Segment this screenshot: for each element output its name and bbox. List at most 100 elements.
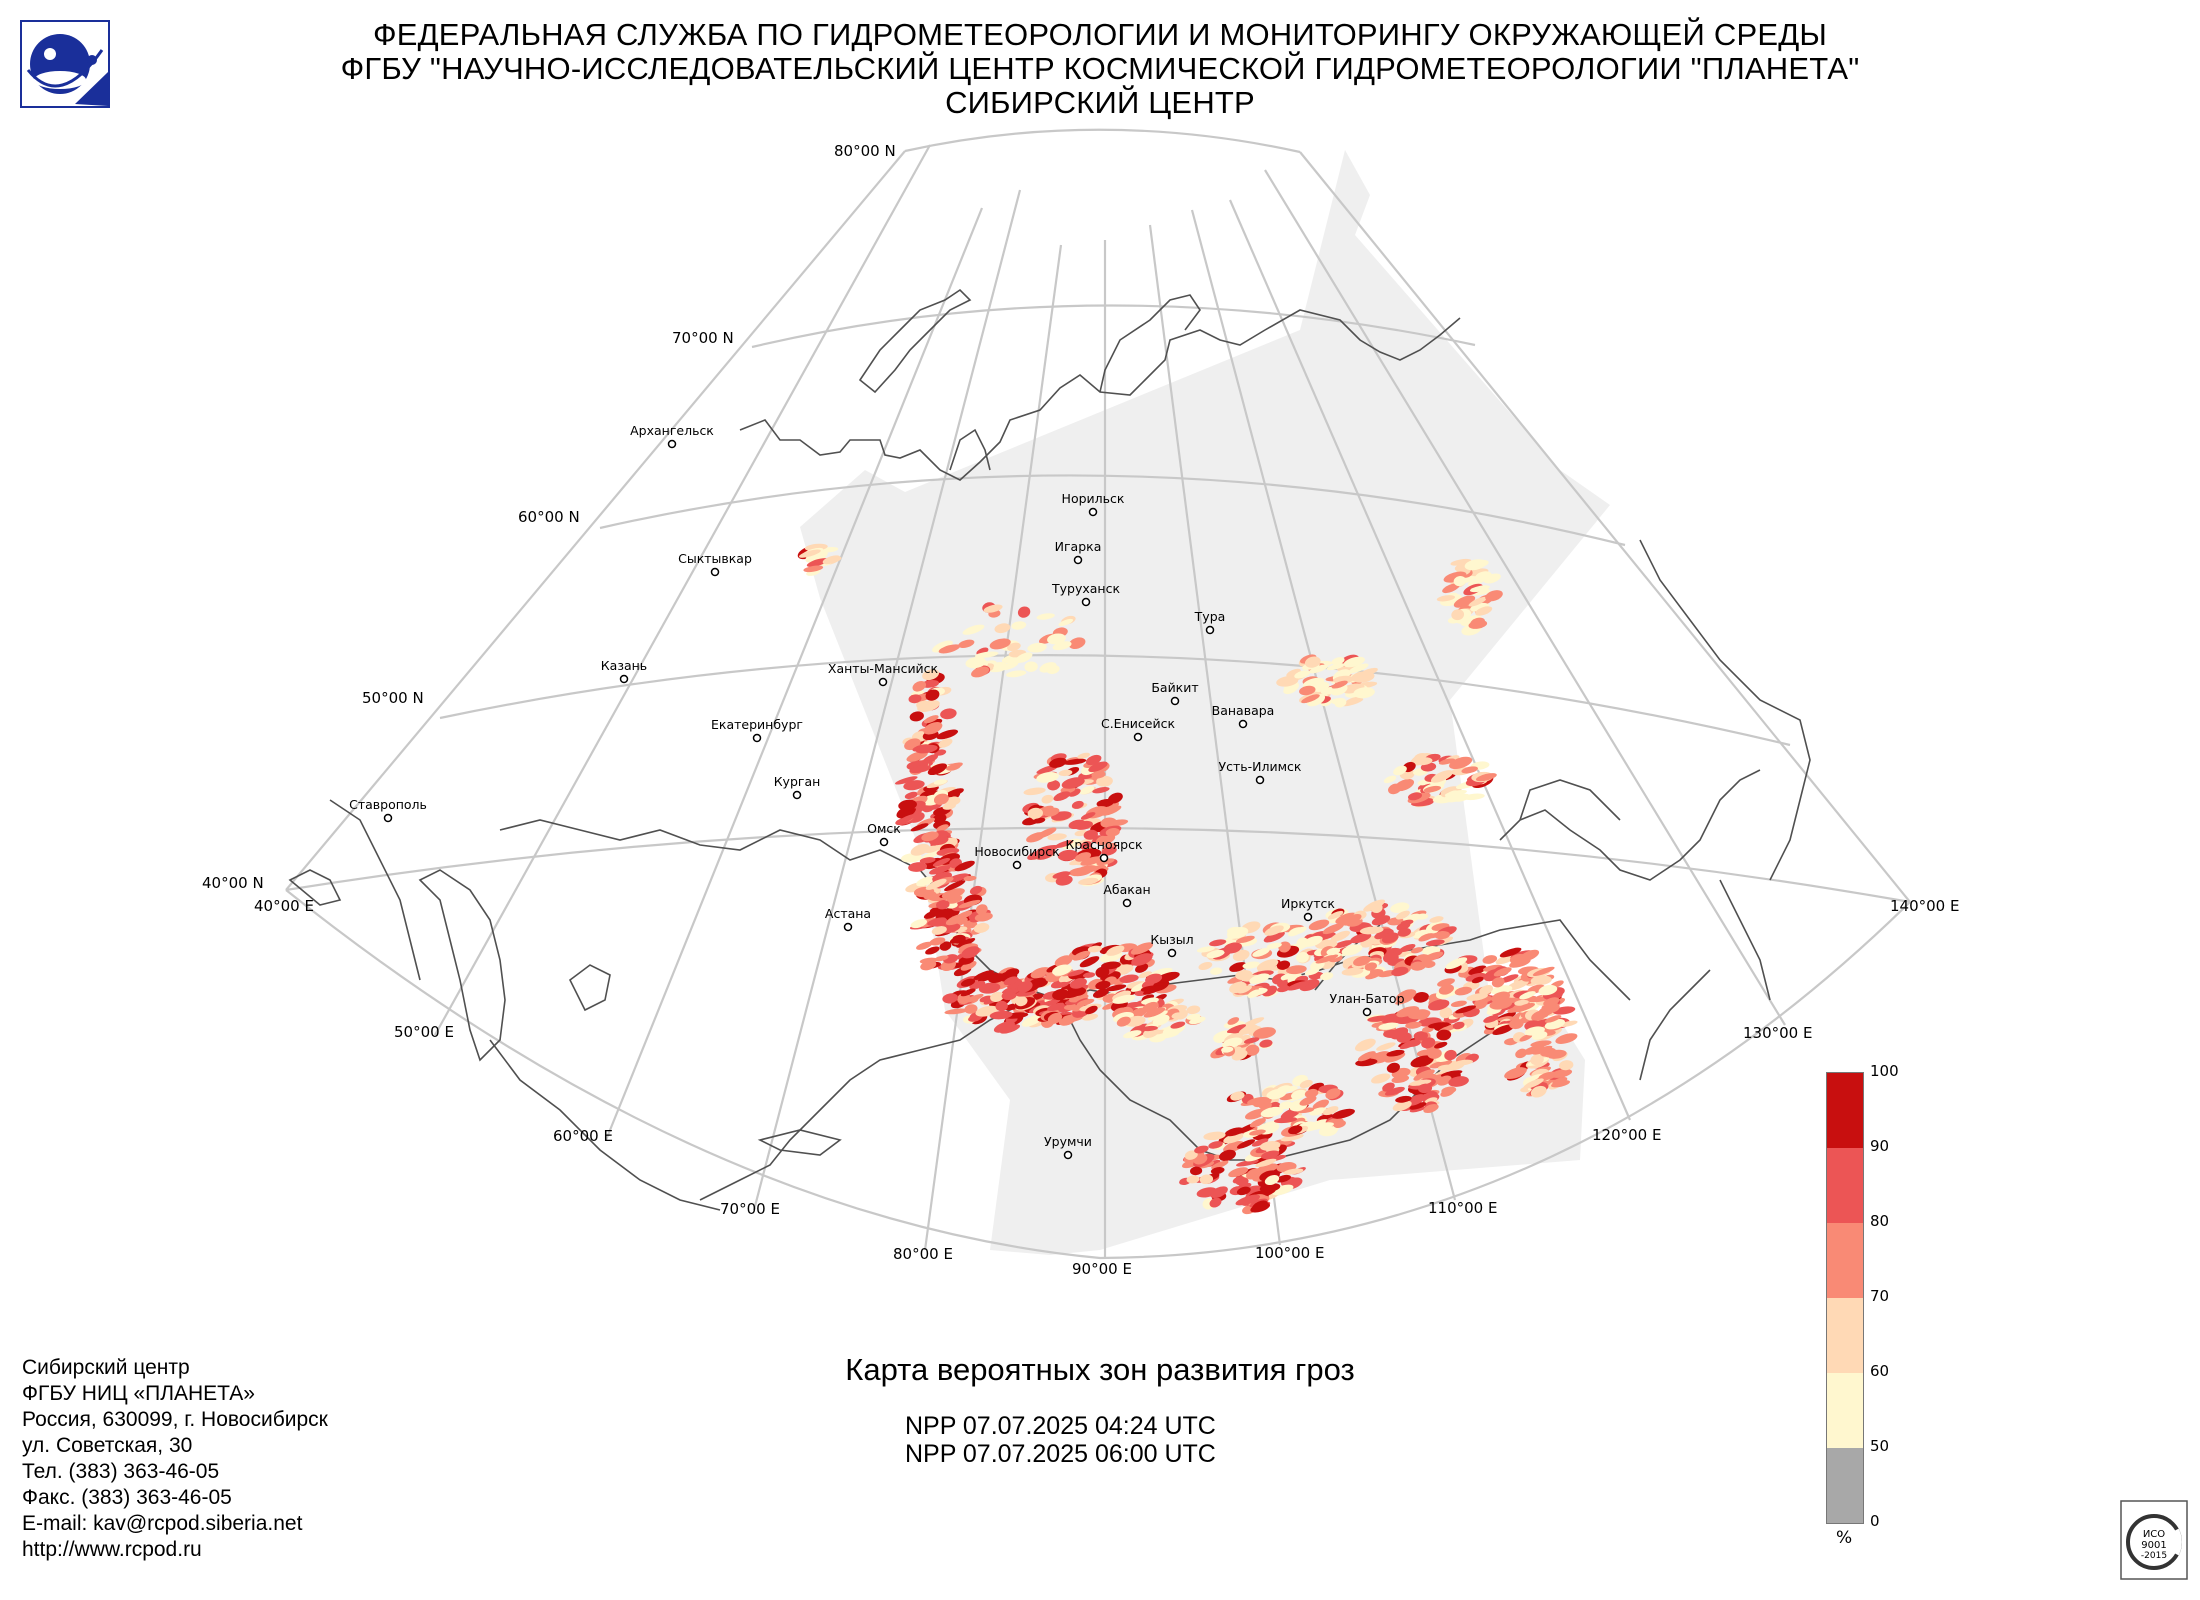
contact-email[interactable]: E-mail: kav@rcpod.siberia.net [22,1512,303,1535]
probability-cell [1461,766,1478,774]
planeta-logo [20,20,110,108]
kamchatka [1639,539,1811,881]
yamal [949,428,991,471]
probability-cell [1301,694,1320,704]
probability-cell [945,914,967,926]
border-western [329,799,421,981]
probability-cell [1395,1095,1412,1103]
probability-cell [1119,974,1139,983]
satellite-passes: NPP 07.07.2025 04:24 UTC NPP 07.07.2025 … [905,1412,1216,1468]
probability-cell [1434,930,1450,940]
probability-cell [958,899,981,909]
lon-label-90: 90°00 E [1072,1260,1132,1278]
probability-cell [973,970,994,980]
probability-cell [978,982,1001,994]
probability-cell [1418,933,1435,942]
probability-cell [929,937,946,946]
city-marker [710,567,720,577]
city-marker [1303,912,1313,922]
probability-cell [1236,935,1255,944]
probability-cell [1076,865,1098,874]
probability-cell [1450,1000,1467,1007]
probability-cell [1353,687,1375,699]
probability-cell [1116,1016,1131,1027]
probability-cell [1015,652,1033,664]
probability-cell [1499,947,1522,958]
probability-cell [1383,775,1397,784]
probability-cell [1309,664,1329,674]
probability-cell [1053,981,1069,989]
probability-cell [1247,989,1262,999]
city-marker [667,439,677,449]
probability-cell [1068,637,1086,649]
contact-website[interactable]: http://www.rcpod.ru [22,1538,202,1561]
probability-cell [908,694,922,704]
probability-cell [1296,952,1309,963]
contact-org-2: ФГБУ НИЦ «ПЛАНЕТА» [22,1382,255,1405]
probability-cell [1190,1166,1203,1176]
probability-cell [1033,817,1046,824]
city-marker [1133,732,1143,742]
probability-cell [1076,998,1095,1006]
probability-cell [1331,680,1348,689]
lat-label-40: 40°00 N [202,874,264,892]
probability-cell [934,955,949,962]
probability-cell [1421,1073,1437,1080]
probability-cell [1453,595,1476,608]
probability-cell [1105,984,1127,992]
probability-cell [927,763,947,776]
probability-cell [923,845,940,853]
probability-cell [1047,1012,1063,1024]
probability-cell [1186,1175,1200,1184]
probability-cell [935,908,953,921]
probability-cell [1156,971,1180,983]
probability-cell [1322,923,1344,935]
meridian-70 [752,189,1022,1211]
probability-cell [912,681,927,692]
probability-cell [1489,999,1513,1010]
contact-org-1: Сибирский центр [22,1356,190,1379]
city-marker [1362,1007,1372,1017]
probability-cell [1263,931,1285,943]
probability-cell [1101,805,1122,816]
probability-cell [973,922,990,933]
probability-cell [1004,968,1020,978]
legend-band-80-90 [1827,1148,1863,1223]
probability-cell [1054,955,1073,967]
probability-cell [1047,833,1067,841]
probability-cell [1359,926,1384,935]
probability-cell [954,860,975,872]
probability-cell [1074,852,1092,862]
probability-cell [1410,1055,1434,1068]
probability-cell [1083,972,1096,978]
probability-cell [910,843,930,856]
probability-cell [1491,977,1505,988]
probability-cell [1249,1118,1266,1128]
probability-cell [1228,1167,1249,1178]
probability-cell [971,666,990,678]
lon-label-140: 140°00 E [1890,897,1959,915]
taymyr [1099,294,1201,393]
probability-cell [1052,964,1072,976]
lat-label-50: 50°00 N [362,689,424,707]
probability-legend [1826,1072,1864,1524]
meridian-130 [1264,169,1786,1026]
probability-cell [1451,609,1465,621]
probability-cell [1072,950,1091,961]
probability-cell [1308,919,1330,931]
city-marker [1012,860,1022,870]
probability-cell [1532,966,1555,977]
probability-cell [1249,1129,1266,1136]
probability-cell [1251,1138,1269,1147]
header: ФЕДЕРАЛЬНАЯ СЛУЖБА ПО ГИДРОМЕТЕОРОЛОГИИ … [0,18,2200,120]
probability-cell [1052,988,1069,1001]
probability-cell [1524,1026,1545,1036]
probability-cell [1023,787,1046,796]
probability-cell [936,729,959,740]
probability-cell [1395,910,1410,920]
probability-cell [1091,770,1106,779]
probability-cell [1320,972,1334,981]
probability-cell [960,978,976,987]
probability-cell [1058,618,1074,627]
black-sea [288,869,342,906]
